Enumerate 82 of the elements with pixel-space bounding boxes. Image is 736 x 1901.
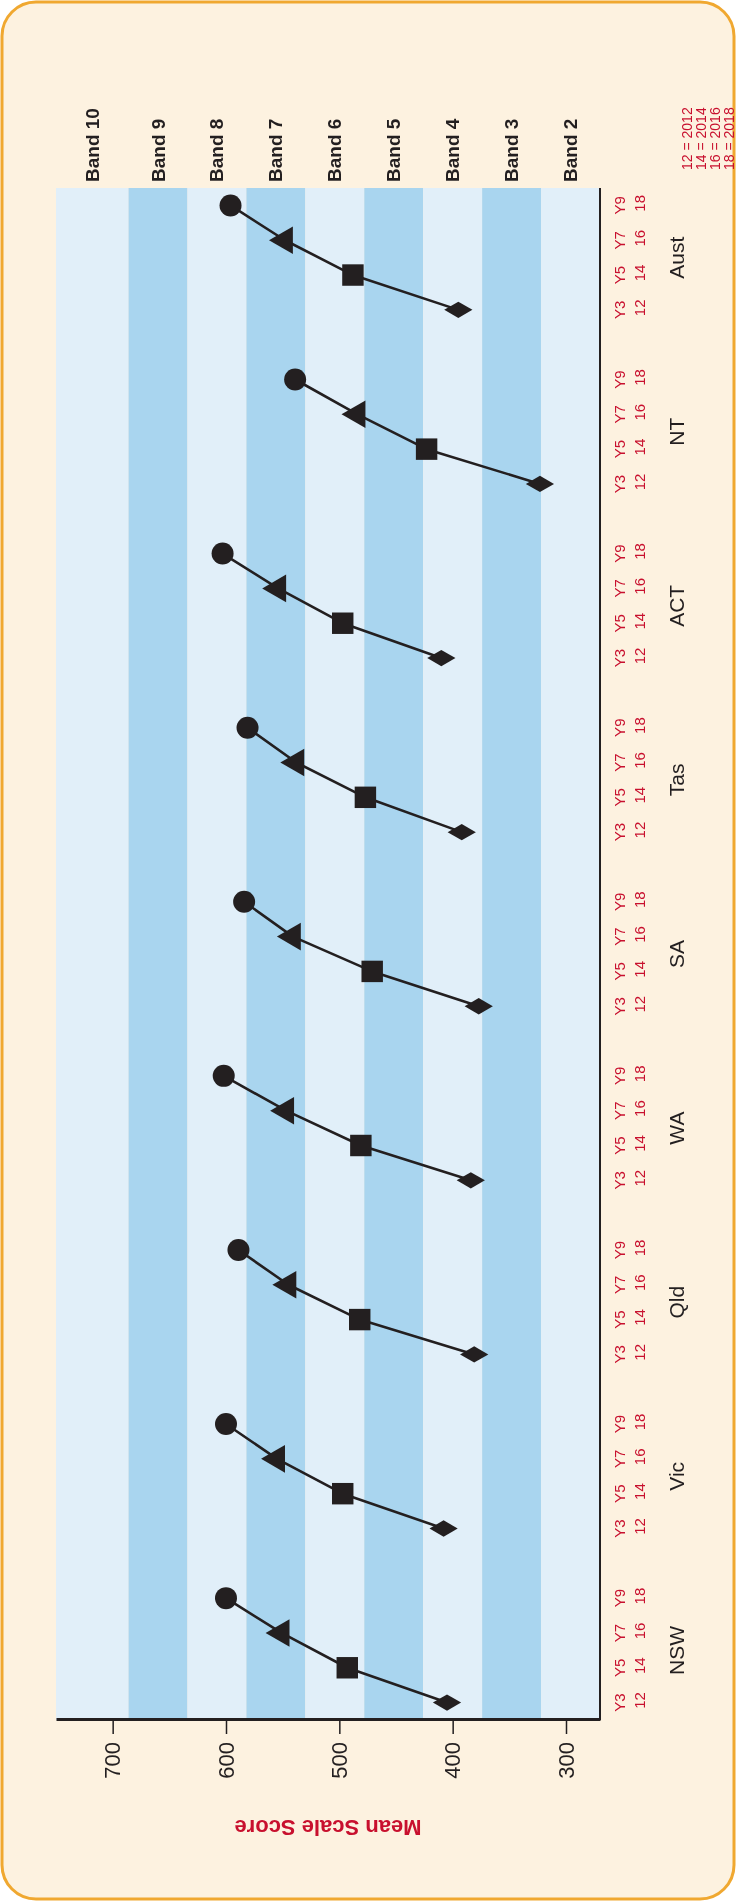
- point: [212, 1064, 235, 1087]
- y-tick-label: Y3 12: [611, 1343, 648, 1365]
- y-tick-label: Y9 18: [611, 194, 648, 216]
- text: Aust: [665, 236, 688, 279]
- y-tick-label: Y5 14: [611, 1309, 648, 1331]
- point: [342, 264, 364, 286]
- point: [233, 890, 256, 913]
- x-tick-label: 700: [100, 1742, 126, 1779]
- y-tick-label: Y7 16: [611, 926, 648, 948]
- y-tick-label: Y7 16: [611, 1448, 648, 1470]
- point: [211, 542, 234, 565]
- y-tick-label: Y5 14: [611, 786, 648, 808]
- point: [332, 1482, 354, 1505]
- y-tick-label: Y3 12: [611, 1692, 648, 1714]
- point: [236, 716, 259, 739]
- text: SA: [665, 939, 688, 969]
- y-tick-label: Y3 12: [611, 1518, 648, 1539]
- x-axis-title: Mean Scale Score: [234, 1814, 422, 1840]
- point: [215, 1413, 237, 1436]
- y-tick-label: Y5 14: [611, 612, 648, 634]
- x-tick-label: 400: [440, 1742, 466, 1779]
- text: NSW: [665, 1625, 688, 1675]
- point: [215, 1587, 237, 1610]
- band-label: Band 4: [442, 118, 464, 182]
- y-tick-label: Y5 14: [611, 438, 648, 460]
- y-tick-label: Y9 18: [611, 891, 648, 913]
- y-tick-label: Y9 18: [611, 717, 648, 739]
- y-tick-label: Y5 14: [611, 1483, 648, 1505]
- y-tick-label: Y7 16: [611, 403, 648, 425]
- point: [284, 368, 307, 391]
- point: [336, 1657, 358, 1679]
- y-tick-label: Y5 14: [611, 960, 648, 982]
- x-tick-label: 300: [553, 1742, 579, 1779]
- y-tick-label: Y5 14: [611, 1135, 648, 1156]
- y-tick-label: Y3 12: [611, 995, 648, 1017]
- y-tick-label: Y7 16: [611, 1274, 648, 1296]
- point: [350, 1134, 372, 1157]
- band-label: Band 3: [501, 118, 523, 182]
- text: ACT: [665, 584, 688, 627]
- y-tick-label: Y9 18: [611, 1413, 648, 1435]
- y-tick-label: Y3 12: [611, 473, 648, 495]
- y-tick-label: Y7 16: [611, 577, 648, 599]
- y-tick-label: Y9 18: [611, 369, 648, 390]
- y-tick-label: Y3 12: [611, 299, 648, 321]
- y-tick-label: Y9 18: [611, 1587, 648, 1609]
- y-tick-label: Y7 16: [611, 229, 648, 251]
- x-tick-label: 500: [326, 1742, 352, 1779]
- band-label: Band 7: [265, 118, 287, 182]
- point: [332, 612, 354, 634]
- text: Vic: [665, 1461, 688, 1491]
- band-label: Band 10: [81, 108, 103, 182]
- y-tick-label: Y7 16: [611, 1100, 648, 1122]
- band-label: Band 2: [560, 118, 582, 182]
- y-tick-label: Y3 12: [611, 647, 648, 669]
- band-label: Band 9: [147, 118, 169, 182]
- text: NT: [665, 417, 688, 446]
- text: WA: [665, 1111, 688, 1145]
- band-label: Band 6: [324, 118, 346, 182]
- point: [361, 960, 383, 983]
- point: [219, 194, 242, 217]
- y-tick-label: Y3 12: [611, 821, 648, 843]
- y-tick-label: Y7 16: [611, 1622, 648, 1644]
- text: 16 = 2016: [707, 107, 723, 170]
- y-tick-label: Y7 16: [611, 752, 648, 773]
- band-label: Band 8: [206, 118, 228, 182]
- band-label: Band 5: [383, 118, 405, 182]
- point: [354, 786, 377, 809]
- point: [349, 1308, 371, 1331]
- text: 12 = 2012: [679, 107, 695, 170]
- point: [227, 1238, 250, 1261]
- x-tick-label: 600: [213, 1742, 239, 1779]
- text: 14 = 2014: [693, 107, 709, 170]
- point: [415, 438, 438, 460]
- text: Tas: [665, 763, 688, 797]
- y-tick-label: Y9 18: [611, 1065, 648, 1087]
- y-tick-label: Y5 14: [611, 264, 648, 286]
- y-tick-label: Y3 12: [611, 1169, 648, 1191]
- y-tick-label: Y9 18: [611, 1239, 648, 1261]
- text: Qld: [665, 1285, 688, 1319]
- y-tick-label: Y9 18: [611, 543, 648, 565]
- y-tick-label: Y5 14: [611, 1657, 648, 1679]
- text: 18 = 2018: [721, 107, 736, 170]
